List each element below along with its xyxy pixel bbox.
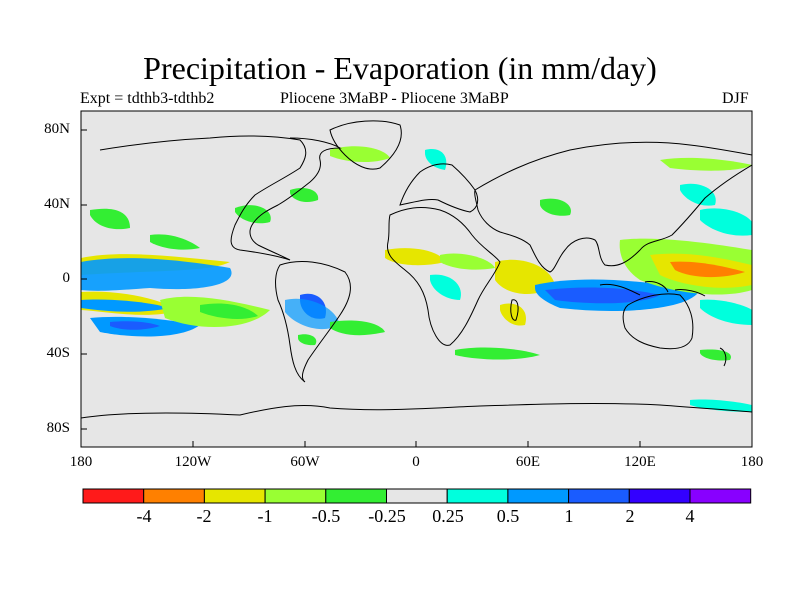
coastline-australia [622,293,694,350]
field-patch [385,248,445,266]
coastline-africa [386,207,501,346]
field-patch [150,234,200,250]
lon-label: 60W [290,454,320,470]
field-patch [298,334,317,346]
lon-label: 120E [624,454,656,470]
field-patch [110,321,160,330]
season-label: DJF [722,90,749,107]
lon-label: 60E [515,454,541,470]
lat-label: 40S [46,345,70,361]
field-patch [700,299,752,325]
coastlines [81,120,752,419]
lat-label: 80N [44,121,70,137]
experiment-label: Expt = tdthb3-tdthb2 [80,90,215,107]
field-patch [455,347,540,360]
field-patch [330,146,390,163]
lon-label: 0 [412,454,420,470]
field-patch [440,253,495,270]
lat-label: 40N [44,196,70,212]
lon-label: 180 [69,454,93,470]
field-patch [285,298,340,330]
field-patch [81,299,170,312]
field-patch [540,198,571,216]
colorbar-label: -0.25 [368,506,406,526]
field-patch [700,208,752,236]
colorbar-label: -0.5 [311,506,341,526]
lat-label: 80S [46,420,70,436]
field-patch [680,183,716,206]
field-patch [430,274,461,300]
colorbar-label: 0.25 [432,506,464,526]
field-patch [425,149,447,170]
axis-ticks [80,129,753,447]
coastline-new-zealand [719,347,727,367]
field-patch [690,399,752,412]
coastline-north-america [99,135,342,261]
coastline-asia [474,141,752,273]
period-label: Pliocene 3MaBP - Pliocene 3MaBP [280,90,509,107]
field-patch [200,303,258,319]
field-patch [545,287,660,304]
coastline-greenland [329,120,402,170]
map-title: Precipitation - Evaporation (in mm/day) [143,50,657,86]
colorbar-label: 1 [564,506,574,526]
lat-label: 0 [62,270,71,286]
coastline-indonesia [599,281,706,297]
field-patch [90,208,130,230]
field-patch [500,303,526,326]
lon-label: 180 [740,454,764,470]
colorbar-label: 0.5 [496,506,520,526]
colorbar-label: -1 [257,506,273,526]
coastline-south-america [275,260,351,383]
colorbar-label: 4 [685,506,695,526]
colorbar-label: 2 [625,506,635,526]
field-patch [330,320,385,336]
field-patch [235,205,271,224]
coastline-antarctica [81,402,752,419]
field-patch [660,157,752,171]
colorbar-label: -4 [136,506,152,526]
field-patch [700,349,731,361]
field-patch [670,261,745,278]
colorbar-label: -2 [196,506,212,526]
coastline-madagascar [510,299,519,321]
field-patches [81,146,752,412]
lon-label: 120W [174,454,212,470]
field-patch [81,258,232,291]
